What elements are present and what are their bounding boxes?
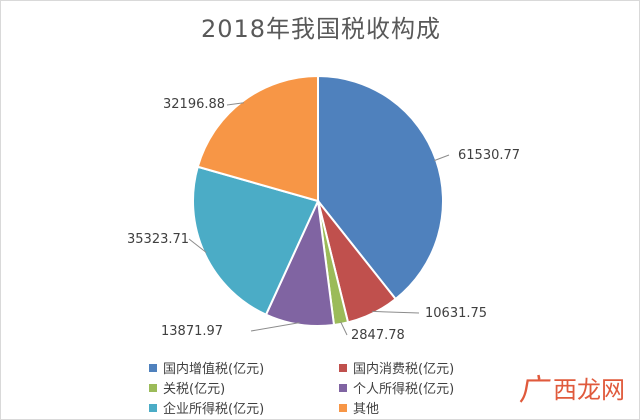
legend-label: 国内增值税(亿元) — [163, 362, 265, 377]
legend-item: 个人所得税(亿元) — [339, 379, 509, 397]
data-label: 32196.88 — [163, 97, 225, 112]
pie-slice — [192, 165, 320, 316]
legend-item: 国内消费税(亿元) — [339, 359, 509, 377]
data-label: 10631.75 — [425, 306, 487, 321]
leader-line — [372, 310, 420, 314]
data-label: 13871.97 — [161, 324, 223, 339]
legend-item: 其他 — [339, 399, 509, 417]
pie-slice — [196, 74, 319, 203]
watermark-text: 西龙网 — [553, 375, 625, 404]
legend: 国内增值税(亿元) 国内消费税(亿元) 关税(亿元) 个人所得税(亿元) 企业所得税(亿… — [149, 359, 509, 417]
legend-label: 国内消费税(亿元) — [353, 362, 455, 377]
legend-item: 关税(亿元) — [149, 379, 339, 397]
legend-swatch — [149, 403, 157, 412]
leader-line — [434, 154, 450, 162]
leader-line — [340, 321, 348, 336]
legend-swatch — [149, 383, 157, 392]
watermark-mark: 广 — [517, 373, 554, 408]
data-label: 35323.71 — [127, 232, 189, 247]
legend-item: 国内增值税(亿元) — [149, 359, 339, 377]
legend-swatch — [339, 363, 347, 372]
legend-swatch — [339, 383, 347, 392]
chart-title: 2018年我国税收构成 — [200, 15, 442, 43]
leader-line — [250, 322, 300, 332]
legend-label: 个人所得税(亿元) — [353, 382, 455, 397]
watermark-logo: 广 西龙网 — [517, 365, 625, 409]
legend-label: 关税(亿元) — [163, 382, 226, 397]
legend-swatch — [149, 363, 157, 372]
legend-label: 企业所得税(亿元) — [163, 402, 265, 417]
data-label: 2847.78 — [351, 328, 405, 343]
legend-swatch — [339, 403, 347, 412]
legend-label: 其他 — [353, 402, 380, 417]
leader-line — [226, 102, 244, 106]
leader-line — [188, 238, 207, 253]
data-label: 61530.77 — [458, 148, 520, 163]
legend-item: 企业所得税(亿元) — [149, 399, 339, 417]
